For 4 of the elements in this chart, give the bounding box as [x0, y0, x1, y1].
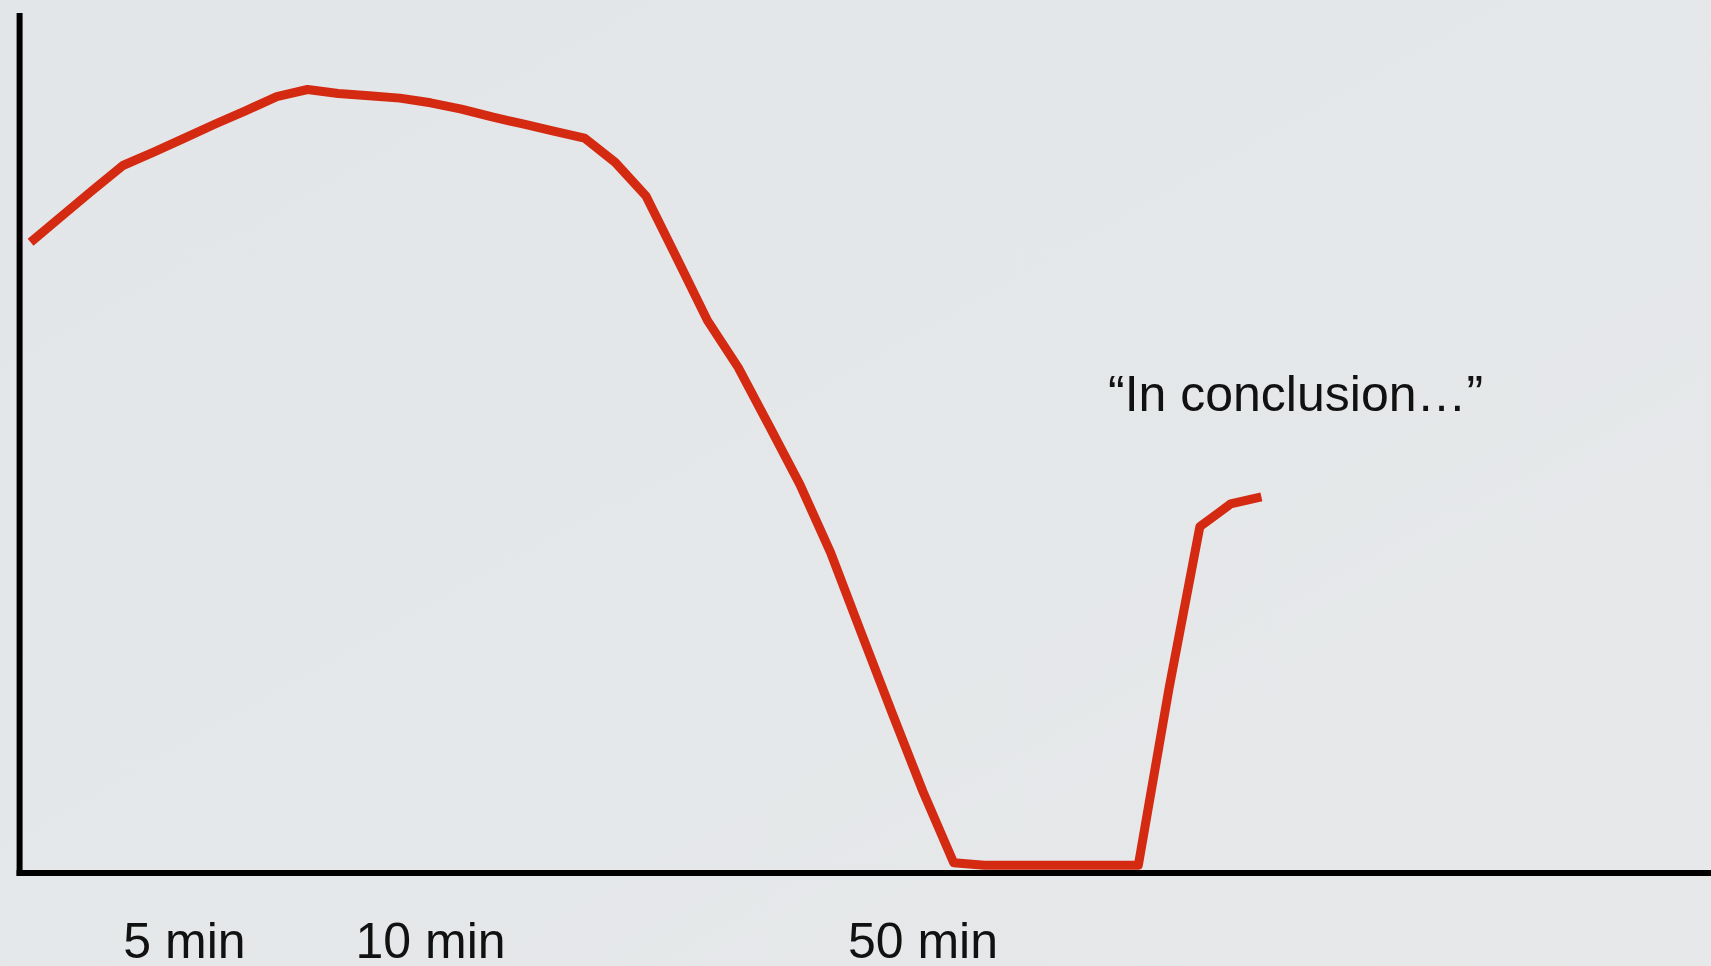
- annotation: “In conclusion…”: [1108, 366, 1484, 422]
- x-tick-label: 5 min: [123, 913, 246, 966]
- x-tick-label: 10 min: [355, 913, 506, 966]
- x-tick-label: 50 min: [847, 913, 998, 966]
